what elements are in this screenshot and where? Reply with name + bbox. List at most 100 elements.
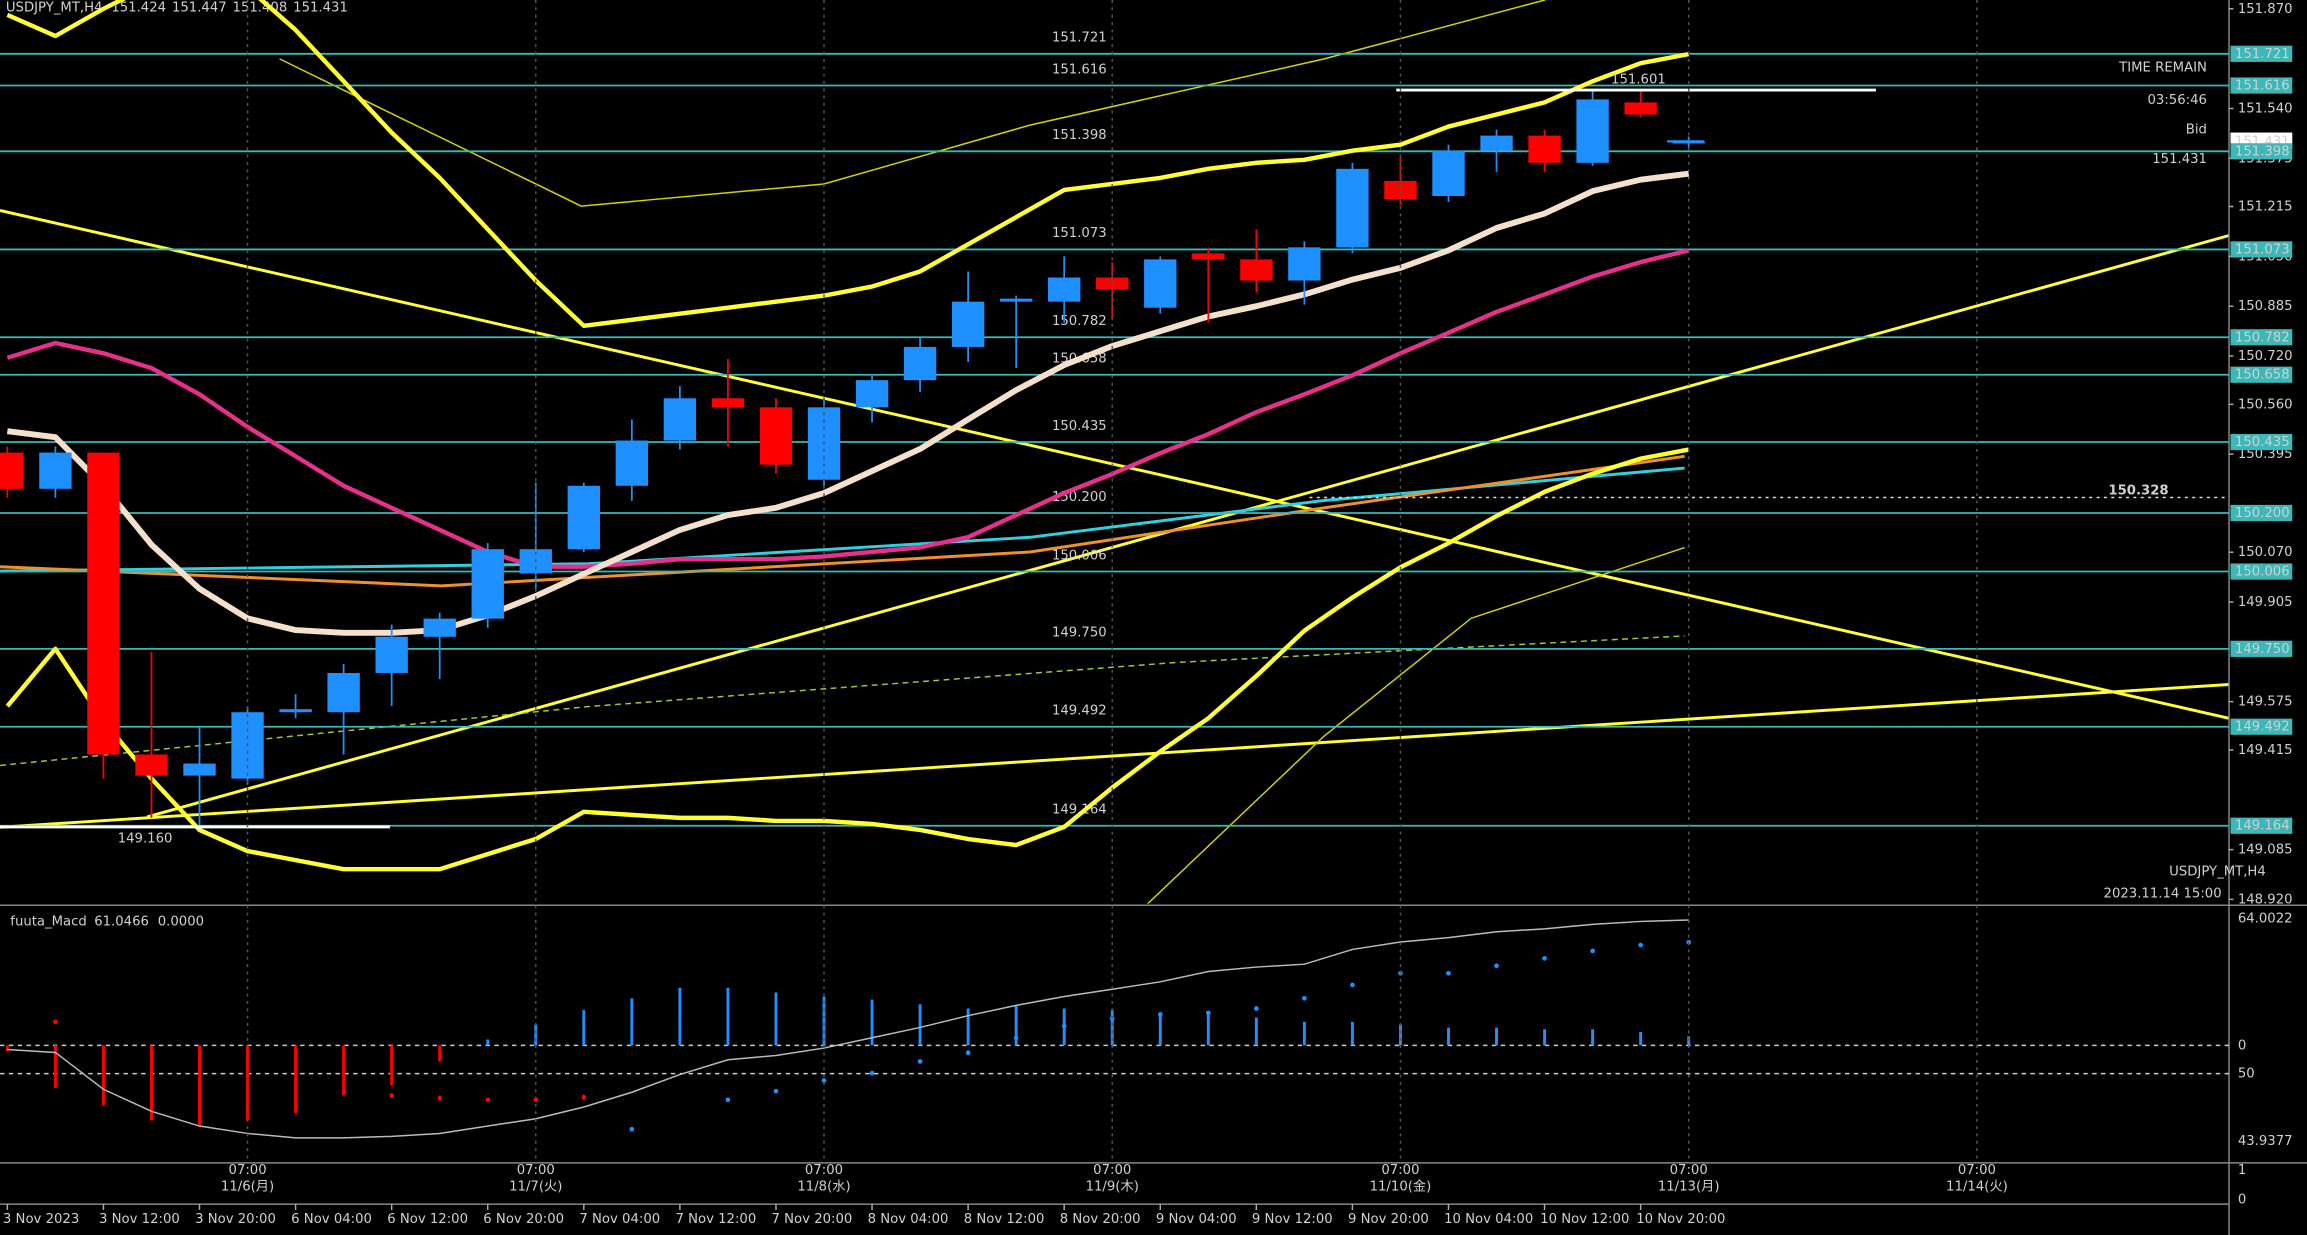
candle-body xyxy=(903,346,937,381)
ma-line xyxy=(0,454,1685,588)
candle-body xyxy=(471,549,504,619)
bid-price: 151.431 xyxy=(2152,152,2207,167)
trendline xyxy=(0,209,2230,720)
macd-header: fuuta_Macd 61.0466 0.0000 xyxy=(10,914,204,929)
signal-dot xyxy=(773,1088,779,1094)
jst-time: 07:00 xyxy=(1958,1163,1996,1178)
header-close: 151.431 xyxy=(293,0,348,15)
candle-body xyxy=(1528,135,1561,163)
osc-line xyxy=(7,919,1689,1139)
x-tick-label: 8 Nov 12:00 xyxy=(964,1212,1045,1227)
osc-tick-label: 64.0022 xyxy=(2238,912,2293,927)
price-panel: 151.721151.616151.398151.073150.782150.6… xyxy=(0,0,2230,872)
jst-date: 11/10(金) xyxy=(1370,1178,1432,1194)
jst-date: 11/8(水) xyxy=(797,1178,850,1194)
x-tick-label: 8 Nov 20:00 xyxy=(1060,1212,1141,1227)
y-tick-label: 150.560 xyxy=(2238,397,2293,412)
trendline xyxy=(0,683,2230,829)
jst-date: 11/6(月) xyxy=(221,1179,274,1194)
signal-dot xyxy=(581,1094,587,1100)
signal-dot xyxy=(1446,970,1451,976)
signal-dot xyxy=(1109,1016,1115,1022)
level-box xyxy=(2230,77,2293,94)
candle-body xyxy=(999,298,1033,302)
candle-body xyxy=(1096,277,1129,290)
level-box xyxy=(2230,241,2293,258)
jst-time: 07:00 xyxy=(1093,1163,1131,1178)
high-marker-label: 151.601 xyxy=(1611,73,1666,88)
signal-dot xyxy=(1542,956,1547,961)
candle-body xyxy=(615,440,649,486)
band-line xyxy=(1147,546,1685,904)
x-tick-label: 7 Nov 04:00 xyxy=(579,1212,660,1227)
signal-dot xyxy=(917,1059,923,1064)
level-box-label: 150.435 xyxy=(2235,435,2290,450)
indicator-line xyxy=(6,0,1690,329)
y-tick-label: 150.070 xyxy=(2238,545,2293,560)
bottom-tick-label: 0 xyxy=(2238,1193,2246,1208)
candle-body xyxy=(1432,150,1465,196)
bid-label: Bid xyxy=(2186,123,2207,138)
level-label: 149.492 xyxy=(1052,704,1107,719)
y-tick-label: 151.540 xyxy=(2238,101,2293,116)
header-open: 151.424 xyxy=(111,0,166,15)
y-tick-label: 150.885 xyxy=(2238,299,2293,314)
candle-body xyxy=(759,407,793,465)
level-box xyxy=(2230,817,2293,834)
level-label: 149.750 xyxy=(1052,626,1107,641)
signal-dot xyxy=(1638,942,1644,948)
timestamp: 2023.11.14 15:00 xyxy=(2104,886,2222,901)
price-label: 150.328 xyxy=(2108,484,2168,499)
y-tick-label: 149.085 xyxy=(2238,843,2293,858)
level-box-label: 150.006 xyxy=(2235,565,2290,580)
macd-value: 61.0466 xyxy=(94,914,149,929)
candle-body xyxy=(1480,135,1513,151)
level-box xyxy=(2230,563,2293,580)
osc-tick-label: 43.9377 xyxy=(2238,1134,2293,1149)
candle-body xyxy=(1048,277,1081,302)
level-box xyxy=(2230,504,2293,522)
signal-dot xyxy=(965,1050,971,1056)
x-tick-label: 10 Nov 20:00 xyxy=(1636,1212,1725,1227)
candle-body xyxy=(375,636,408,673)
signal-dot xyxy=(1013,1035,1019,1041)
x-tick-label: 9 Nov 20:00 xyxy=(1348,1212,1429,1227)
level-box xyxy=(2230,640,2293,657)
level-box-label: 151.721 xyxy=(2235,47,2290,62)
jst-time: 07:00 xyxy=(1381,1163,1419,1178)
x-tick-label: 6 Nov 12:00 xyxy=(387,1212,468,1227)
level-box-label: 150.782 xyxy=(2235,330,2290,345)
signal-dot xyxy=(1253,1006,1259,1011)
x-tick-label: 10 Nov 12:00 xyxy=(1540,1212,1629,1227)
x-tick-label: 9 Nov 04:00 xyxy=(1156,1212,1237,1227)
level-box-label: 150.658 xyxy=(2235,368,2290,383)
macd-value2: 0.0000 xyxy=(158,914,204,929)
y-tick-label: 148.920 xyxy=(2238,892,2293,907)
signal-dot xyxy=(1205,1010,1211,1016)
jst-date: 11/7(火) xyxy=(509,1179,562,1194)
level-label: 150.435 xyxy=(1052,419,1107,434)
low-marker-label: 149.160 xyxy=(118,832,173,847)
signal-dot xyxy=(1494,963,1499,969)
signal-dot xyxy=(1061,1023,1067,1029)
level-box xyxy=(2230,143,2293,160)
jst-date: 11/14(火) xyxy=(1946,1179,2008,1194)
signal-dot xyxy=(533,1097,539,1103)
x-tick-label: 3 Nov 12:00 xyxy=(99,1212,180,1227)
y-tick-label: 149.575 xyxy=(2238,695,2293,710)
jst-time: 07:00 xyxy=(805,1163,843,1178)
candle-body xyxy=(567,485,600,550)
candle-body xyxy=(1144,259,1177,308)
signal-dot xyxy=(725,1097,731,1103)
level-label: 151.398 xyxy=(1052,128,1107,143)
level-label: 149.164 xyxy=(1052,803,1107,818)
level-label: 150.782 xyxy=(1052,314,1107,329)
candle-body xyxy=(1384,180,1417,200)
x-tick-label: 7 Nov 20:00 xyxy=(772,1212,853,1227)
x-tick-label: 8 Nov 04:00 xyxy=(868,1212,949,1227)
y-tick-label: 151.870 xyxy=(2238,2,2293,17)
level-box-label: 149.750 xyxy=(2235,642,2290,657)
signal-dot xyxy=(1157,1012,1163,1017)
